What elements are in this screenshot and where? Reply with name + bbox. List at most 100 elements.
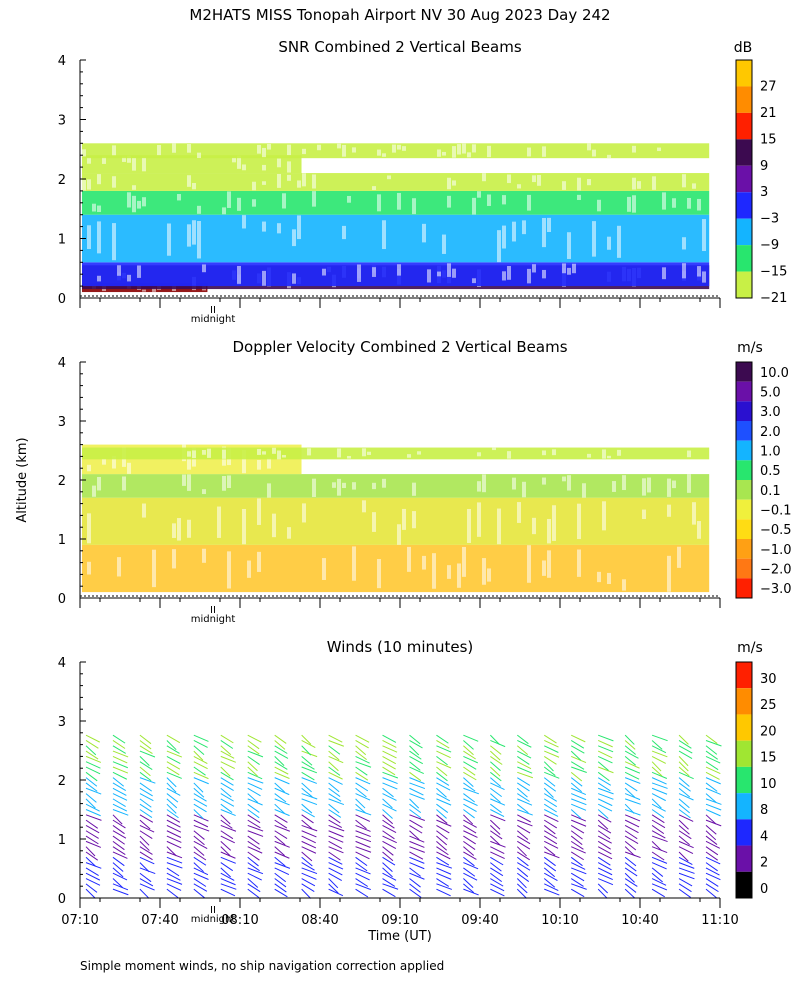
data-gap — [507, 174, 511, 184]
wind-barb — [355, 798, 366, 809]
colorbar-swatch — [736, 86, 752, 113]
wind-barb — [139, 793, 154, 802]
data-gap — [607, 455, 611, 459]
data-layer — [82, 497, 710, 545]
data-gap — [532, 264, 536, 273]
wind-barb — [382, 771, 399, 779]
midnight-marker: II — [210, 905, 216, 916]
wind-barb — [328, 846, 344, 854]
wind-barb — [463, 755, 479, 764]
wind-barb — [328, 755, 344, 764]
wind-barb — [166, 888, 179, 899]
data-gap — [192, 450, 196, 459]
wind-barb — [517, 750, 532, 759]
data-gap — [277, 450, 281, 460]
data-gap — [392, 144, 396, 153]
wind-barb — [220, 803, 233, 813]
data-gap — [242, 508, 246, 545]
wind-barb — [651, 862, 667, 870]
wind-barb — [382, 819, 395, 829]
y-axis-label: Altitude (km) — [15, 437, 30, 522]
wind-barb — [678, 787, 691, 798]
wind-barb — [220, 793, 234, 802]
wind-barb — [193, 856, 207, 866]
colorbar-swatch — [736, 60, 752, 87]
wind-barb — [139, 878, 154, 887]
wind-barb — [166, 814, 181, 823]
wind-barb — [112, 755, 128, 764]
wind-barb — [463, 814, 474, 825]
wind-barb — [247, 787, 261, 797]
wind-barb — [597, 840, 611, 850]
wind-barb — [166, 803, 177, 814]
wind-barb — [409, 766, 424, 775]
wind-barb — [301, 835, 316, 844]
wind-barb — [624, 771, 640, 780]
wind-barb — [247, 819, 261, 829]
data-gap — [622, 579, 626, 591]
wind-barb — [705, 862, 718, 872]
x-tick-label: 10:10 — [541, 913, 578, 928]
wind-barb — [382, 840, 397, 850]
data-gap — [702, 271, 706, 283]
wind-barb — [220, 745, 232, 756]
wind-barb — [409, 803, 422, 814]
data-gap — [82, 149, 86, 157]
colorbar-frame — [735, 361, 753, 599]
data-gap — [582, 483, 586, 498]
wind-barb — [597, 856, 611, 866]
wind-barb — [355, 835, 372, 843]
wind-barb — [597, 872, 613, 881]
wind-barb — [382, 734, 397, 743]
wind-barb — [597, 835, 612, 844]
wind-barb — [436, 745, 452, 753]
data-gap — [82, 179, 86, 191]
wind-barb — [139, 756, 150, 766]
wind-barb — [382, 782, 398, 790]
wind-barb — [409, 798, 420, 809]
wind-barb — [355, 862, 368, 872]
wind-barb — [436, 803, 449, 813]
wind-barb — [409, 867, 421, 877]
wind-barb — [220, 846, 231, 857]
wind-barb — [705, 846, 719, 856]
wind-barb — [705, 840, 721, 849]
data-gap — [227, 551, 231, 589]
data-gap — [287, 144, 291, 156]
wind-barb — [328, 883, 339, 894]
data-gap — [302, 148, 306, 155]
wind-barb — [301, 862, 315, 871]
wind-barb — [490, 803, 502, 814]
wind-barb — [247, 755, 260, 765]
wind-barb — [166, 766, 180, 776]
wind-barb — [516, 803, 529, 814]
wind-barb — [85, 867, 99, 877]
data-gap — [542, 269, 546, 279]
data-gap — [142, 289, 146, 292]
data-gap — [502, 225, 506, 249]
wind-barb — [543, 835, 558, 845]
wind-barb — [705, 888, 717, 899]
wind-barb — [166, 867, 180, 877]
wind-barb — [328, 766, 341, 776]
data-gap — [262, 164, 266, 171]
wind-barb — [436, 734, 449, 744]
wind-barb — [651, 809, 665, 819]
wind-barb — [85, 803, 100, 812]
wind-barb — [274, 888, 288, 898]
data-gap — [577, 503, 581, 540]
wind-barb — [597, 740, 613, 748]
data-gap — [342, 225, 346, 240]
colorbar-swatch — [736, 245, 752, 272]
data-gap — [127, 274, 131, 282]
data-gap — [702, 219, 706, 252]
data-gap — [87, 513, 91, 544]
wind-barb — [193, 740, 208, 748]
wind-barb — [85, 755, 102, 763]
wind-barb — [517, 755, 530, 765]
wind-barb — [678, 814, 694, 822]
wind-barb — [139, 734, 152, 745]
wind-barb — [112, 803, 128, 812]
data-gap — [412, 511, 416, 529]
wind-barb — [139, 846, 153, 855]
